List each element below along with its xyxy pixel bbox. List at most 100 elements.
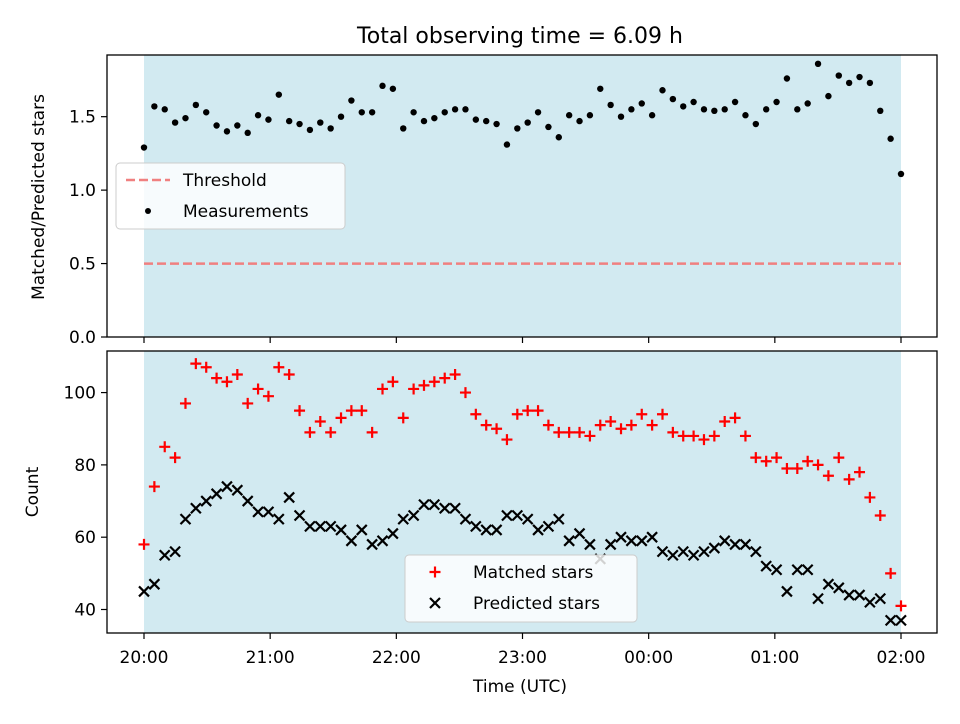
predicted-star-marker xyxy=(501,509,513,522)
data-point xyxy=(897,170,905,178)
data-point xyxy=(213,122,220,129)
predicted-star-marker xyxy=(221,480,233,493)
y-tick-label: 1.5 xyxy=(69,108,96,128)
predicted-star-marker xyxy=(708,542,721,554)
y-tick-label: 0.5 xyxy=(69,255,96,275)
matched-star-marker xyxy=(781,463,793,474)
x-axis-label: Time (UTC) xyxy=(472,677,567,697)
matched-star-marker xyxy=(615,423,627,435)
data-point xyxy=(524,119,531,126)
data-point xyxy=(514,125,521,132)
data-point xyxy=(669,95,677,103)
matched-star-marker xyxy=(625,419,637,431)
x-tick-label: 02:00 xyxy=(877,648,926,668)
predicted-star-marker xyxy=(366,538,378,551)
matched-star-marker xyxy=(843,473,855,485)
matched-star-marker xyxy=(802,455,814,467)
matched-star-marker xyxy=(221,376,233,388)
x-tick-label: 23:00 xyxy=(498,648,547,668)
predicted-star-marker xyxy=(750,545,762,558)
data-point xyxy=(483,117,490,125)
predicted-star-marker xyxy=(324,520,337,533)
data-point xyxy=(317,119,324,126)
matched-star-marker xyxy=(656,408,668,420)
legend-threshold-label: Threshold xyxy=(182,171,267,191)
matched-star-marker xyxy=(179,397,191,409)
matched-star-marker xyxy=(252,383,264,395)
data-point xyxy=(628,106,635,113)
predicted-star-marker xyxy=(169,545,181,558)
data-point xyxy=(866,79,874,87)
matched-star-marker xyxy=(771,452,783,464)
predicted-star-marker xyxy=(635,535,648,547)
matched-star-marker xyxy=(148,481,160,493)
y-tick-label: 40 xyxy=(74,601,96,621)
predicted-star-marker xyxy=(573,527,586,540)
legend-predicted-label: Predicted stars xyxy=(473,594,600,614)
matched-star-marker xyxy=(594,419,606,431)
data-point xyxy=(752,120,760,128)
data-point xyxy=(700,106,708,113)
data-point xyxy=(877,107,884,115)
matched-star-marker xyxy=(345,405,357,417)
matched-star-marker xyxy=(449,369,461,380)
predicted-star-marker xyxy=(801,563,814,576)
data-point xyxy=(140,144,148,151)
predicted-star-marker xyxy=(397,513,410,525)
predicted-star-marker xyxy=(335,524,347,536)
data-point xyxy=(171,119,179,126)
y-tick-label: 60 xyxy=(74,528,96,548)
data-point xyxy=(265,116,272,123)
predicted-star-marker xyxy=(511,509,524,522)
data-point xyxy=(783,75,791,82)
matched-star-marker xyxy=(542,419,554,431)
predicted-star-marker xyxy=(864,596,876,609)
legend-measurements-label: Measurements xyxy=(183,202,309,222)
data-point xyxy=(887,135,894,142)
predicted-star-marker xyxy=(293,509,306,522)
matched-star-marker xyxy=(864,491,876,503)
predicted-star-marker xyxy=(521,513,534,525)
data-point xyxy=(348,97,355,104)
data-point xyxy=(358,109,365,116)
data-point xyxy=(762,106,770,113)
matched-star-marker xyxy=(605,416,617,427)
predicted-star-marker xyxy=(376,535,389,547)
matched-star-marker xyxy=(760,455,772,467)
matched-star-marker xyxy=(532,405,544,417)
data-point xyxy=(493,120,500,128)
bottom-y-axis-label: Count xyxy=(23,466,43,517)
predicted-star-marker xyxy=(770,563,783,576)
y-tick-label: 100 xyxy=(64,384,96,404)
y-tick-label: 1.0 xyxy=(69,181,96,201)
data-point xyxy=(441,109,448,116)
matched-star-marker xyxy=(501,434,513,446)
matched-star-marker xyxy=(885,567,897,579)
matched-star-marker xyxy=(522,405,534,417)
data-point xyxy=(773,98,780,106)
data-point xyxy=(223,128,231,135)
matched-star-marker xyxy=(553,426,565,438)
matched-star-marker xyxy=(584,430,596,442)
matched-star-marker xyxy=(439,372,451,384)
legend-matched-swatch xyxy=(429,566,441,578)
x-tick-label: 01:00 xyxy=(750,648,799,668)
predicted-star-marker xyxy=(345,535,358,547)
predicted-star-marker xyxy=(449,502,461,515)
data-point xyxy=(721,106,728,113)
matched-star-marker xyxy=(491,423,503,435)
matched-star-marker xyxy=(812,459,824,471)
bottom-panel: 40 60 80 100 20:00 21:00 22:00 23:00 00:00 01:00 0… xyxy=(64,350,938,668)
predicted-star-marker xyxy=(190,502,202,515)
data-point xyxy=(794,106,801,113)
matched-star-marker xyxy=(677,430,689,442)
data-point xyxy=(420,117,428,125)
x-tick-label: 20:00 xyxy=(120,648,169,668)
predicted-star-marker xyxy=(698,545,710,558)
matched-star-marker xyxy=(325,426,337,438)
matched-star-marker xyxy=(895,600,907,612)
predicted-star-marker xyxy=(646,531,658,543)
matched-star-marker xyxy=(791,463,803,474)
predicted-star-marker xyxy=(812,592,824,605)
